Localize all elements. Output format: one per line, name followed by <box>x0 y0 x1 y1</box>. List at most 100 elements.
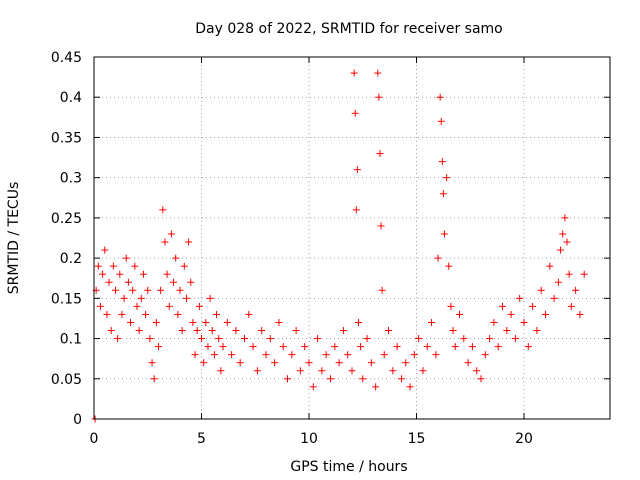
data-point <box>137 294 145 302</box>
data-point <box>443 174 451 182</box>
x-tick-label: 5 <box>197 431 206 447</box>
data-point <box>439 190 447 198</box>
data-point <box>172 254 180 262</box>
data-point <box>322 351 330 359</box>
data-point <box>139 270 147 278</box>
data-point <box>376 150 384 158</box>
data-point <box>165 302 173 310</box>
x-axis-label: GPS time / hours <box>290 459 407 475</box>
data-point <box>228 351 236 359</box>
data-point <box>213 310 221 318</box>
data-point <box>436 93 444 101</box>
data-point <box>335 359 343 367</box>
data-point <box>423 343 431 351</box>
data-point <box>354 318 362 326</box>
data-point <box>477 375 485 383</box>
data-point <box>223 318 231 326</box>
data-point <box>101 246 109 254</box>
data-point <box>163 270 171 278</box>
x-tick-label: 15 <box>408 431 426 447</box>
data-point <box>374 69 382 77</box>
data-point <box>367 359 375 367</box>
data-point <box>490 318 498 326</box>
data-point <box>122 254 130 262</box>
data-point <box>271 359 279 367</box>
x-tick-label: 20 <box>515 431 533 447</box>
data-point <box>410 351 418 359</box>
data-point <box>176 286 184 294</box>
data-point <box>473 367 481 375</box>
data-point <box>576 310 584 318</box>
y-axis-label: SRMTID / TECUs <box>6 182 22 295</box>
data-point <box>174 310 182 318</box>
data-point <box>178 327 186 335</box>
axis-ticks <box>93 56 610 420</box>
data-point <box>415 335 423 343</box>
data-point <box>380 351 388 359</box>
data-point <box>208 327 216 335</box>
data-point <box>236 359 244 367</box>
data-point <box>375 93 383 101</box>
data-point <box>428 318 436 326</box>
data-point <box>438 158 446 166</box>
data-point <box>142 310 150 318</box>
data-series-srmtid <box>91 69 588 423</box>
data-point <box>550 294 558 302</box>
data-point <box>537 286 545 294</box>
data-point <box>440 230 448 238</box>
grid-lines <box>94 57 610 419</box>
x-tick-label: 10 <box>300 431 318 447</box>
data-point <box>353 166 361 174</box>
data-point <box>114 335 122 343</box>
data-point <box>116 270 124 278</box>
data-point <box>389 367 397 375</box>
data-point <box>344 351 352 359</box>
data-point <box>129 286 137 294</box>
data-point <box>511 335 519 343</box>
data-point <box>432 351 440 359</box>
data-point <box>189 318 197 326</box>
y-tick-label: 0.25 <box>51 211 82 227</box>
data-point <box>155 343 162 351</box>
plot-frame <box>93 56 611 420</box>
data-point <box>120 294 128 302</box>
data-point <box>103 310 111 318</box>
data-point <box>105 278 113 286</box>
y-tick-label: 0.2 <box>60 251 82 267</box>
tick-labels: 0 0.05 0.1 0.15 0.2 0.25 0.3 0.35 0.4 0.45 0 5 10 15 2… <box>51 50 533 447</box>
data-point <box>241 335 248 343</box>
data-point <box>481 351 489 359</box>
data-point <box>554 278 562 286</box>
data-point <box>305 359 313 367</box>
data-point <box>486 335 494 343</box>
data-point <box>159 206 167 214</box>
data-point <box>182 294 190 302</box>
data-point <box>187 278 195 286</box>
data-point <box>249 343 257 351</box>
data-point <box>245 310 253 318</box>
data-point <box>542 310 549 318</box>
data-point <box>288 351 296 359</box>
y-tick-label: 0.05 <box>51 372 82 388</box>
data-point <box>327 375 334 383</box>
data-point <box>99 270 107 278</box>
data-point <box>131 262 139 270</box>
data-point <box>402 359 410 367</box>
data-point <box>449 327 457 335</box>
data-point <box>198 335 205 343</box>
data-point <box>266 335 274 343</box>
data-point <box>451 343 459 351</box>
data-point <box>359 375 367 383</box>
data-point <box>124 278 132 286</box>
data-point <box>150 375 158 383</box>
data-point <box>152 318 160 326</box>
data-point <box>109 262 117 270</box>
x-tick-label: 0 <box>90 431 99 447</box>
data-point <box>191 351 199 359</box>
data-point <box>258 327 266 335</box>
data-point <box>447 302 455 310</box>
data-point <box>533 327 541 335</box>
data-point <box>284 375 291 383</box>
data-point <box>563 238 571 246</box>
